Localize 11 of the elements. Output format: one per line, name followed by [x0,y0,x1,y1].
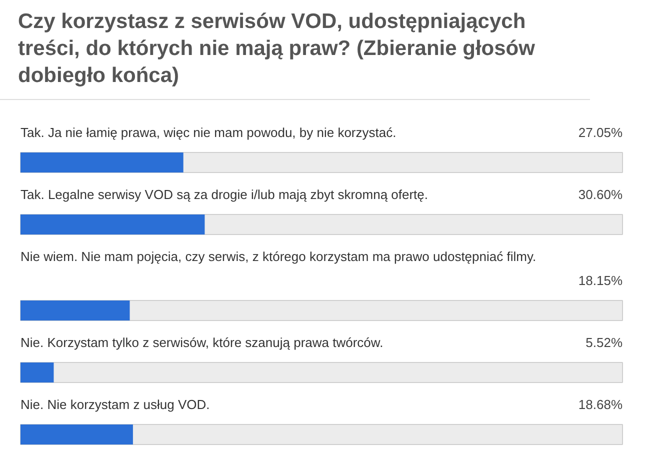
y-tick-label: Nie wiem. Nie mam pojęcia, czy serwis, z którego korzystam ma prawo udostępniać filmy. [20,249,536,264]
data-label: 18.15% [578,273,623,288]
chart-title: Czy korzystasz z serwisów VOD, udostępniających treści, do których nie mają praw? (Zbieranie głosów dobiegło końca) [0,0,590,100]
data-label: 27.05% [578,125,623,140]
y-tick-label: Tak. Ja nie łamię prawa, więc nie mam powodu, by nie korzystać. [20,125,396,140]
data-label: 5.52% [586,335,623,350]
y-tick-label: Tak. Legalne serwisy VOD są za drogie i/lub mają zbyt skromną ofertę. [20,187,428,202]
data-label: 18.68% [578,397,623,412]
data-label: 30.60% [578,187,623,202]
y-tick-label: Nie. Korzystam tylko z serwisów, które szanują prawa twórców. [20,335,384,350]
y-tick-label: Nie. Nie korzystam z usług VOD. [20,397,210,412]
